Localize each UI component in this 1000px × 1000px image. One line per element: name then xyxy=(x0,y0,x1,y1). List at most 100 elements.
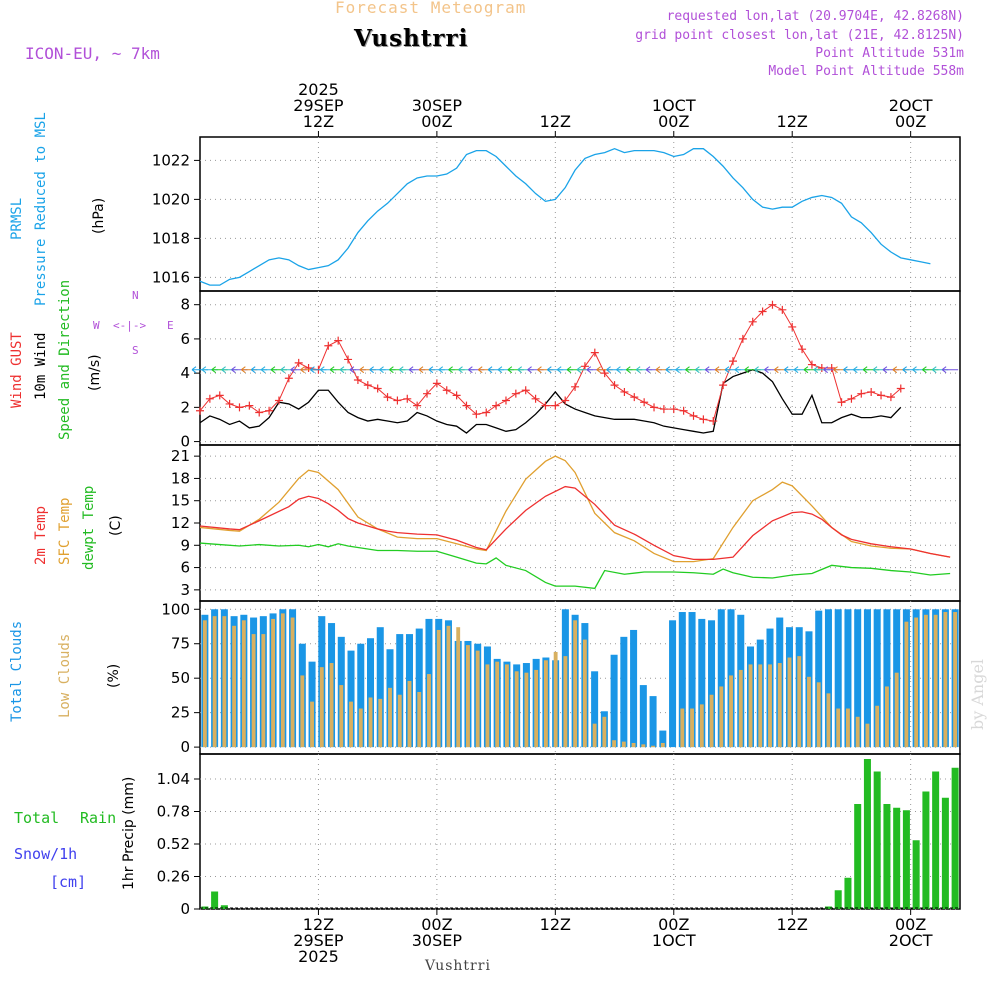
low-clouds-bar xyxy=(466,645,470,748)
t2m-label: 2m Temp xyxy=(33,505,49,565)
gust-marker xyxy=(294,358,303,367)
gust-marker xyxy=(324,341,333,350)
gust-marker xyxy=(896,384,905,393)
pressure-ytick-label: 1020 xyxy=(152,190,190,208)
total-clouds-bar xyxy=(620,636,628,748)
gust-marker xyxy=(245,401,254,410)
gust-marker xyxy=(205,394,214,403)
low-clouds-bar xyxy=(456,627,461,748)
low-clouds-bar xyxy=(300,675,305,748)
total-clouds-bar xyxy=(367,638,375,748)
gust-marker xyxy=(610,381,619,390)
low-clouds-bar xyxy=(417,691,422,748)
low-clouds-bar xyxy=(875,705,880,748)
dewpt-label: dewpt Temp xyxy=(81,485,97,570)
low-clouds-bar xyxy=(495,661,500,748)
gust-marker xyxy=(689,411,698,420)
wind-ytick-label: 4 xyxy=(180,364,190,382)
rain-bar xyxy=(873,771,881,909)
total-clouds-bar xyxy=(824,609,832,748)
bottom-time-label: 29SEP xyxy=(293,931,344,950)
top-time-label: 1OCT xyxy=(652,96,696,115)
gust-marker xyxy=(669,405,678,414)
precip-ytick-label: 0.26 xyxy=(157,868,190,886)
rain-bar xyxy=(922,791,930,909)
compass-north: N xyxy=(132,289,139,302)
gust-marker xyxy=(383,393,392,402)
low-clouds-bar xyxy=(407,680,412,748)
low-clouds-bar xyxy=(514,671,519,748)
gust-marker xyxy=(620,387,629,396)
gust-marker xyxy=(778,305,787,314)
wind-arrow xyxy=(941,366,959,374)
pressure-ytick-label: 1022 xyxy=(152,151,190,169)
low-clouds-bar xyxy=(534,669,539,748)
point-altitude: Point Altitude 531m xyxy=(815,46,964,61)
rain-bar xyxy=(854,804,862,909)
gust-marker xyxy=(531,394,540,403)
sfc-label: SFC Temp xyxy=(57,497,73,565)
rain-bar xyxy=(932,771,940,909)
gust-marker xyxy=(373,384,382,393)
low-clouds-bar xyxy=(339,685,344,748)
top-time-label: 29SEP xyxy=(293,96,344,115)
gust-marker xyxy=(788,322,797,331)
snow-label: Snow/1h xyxy=(14,845,78,863)
precip-ylabel: 1hr Precip (mm) xyxy=(121,776,137,890)
gust-marker xyxy=(334,336,343,345)
rain-bar xyxy=(912,840,920,909)
rain-label: Rain xyxy=(80,809,117,827)
rain-bar xyxy=(824,906,832,909)
total-clouds-bar xyxy=(659,730,667,748)
total-clouds-label: Total Clouds xyxy=(9,620,25,722)
total-clouds-bar xyxy=(883,609,891,748)
footer-location: Vushtrri xyxy=(425,958,491,974)
compass-south: S xyxy=(132,344,139,357)
total-clouds-bar xyxy=(834,609,842,748)
low-clouds-bar xyxy=(660,742,665,748)
low-clouds-bar xyxy=(894,672,899,748)
low-clouds-bar xyxy=(388,687,392,748)
gust-marker xyxy=(403,394,412,403)
gust-label: Wind GUST xyxy=(9,332,25,408)
rain-bar xyxy=(201,906,209,909)
total-clouds-bar xyxy=(873,609,881,748)
clouds-ytick-label: 0 xyxy=(180,738,190,756)
low-clouds-bar xyxy=(475,650,480,748)
low-clouds-bar xyxy=(953,612,958,748)
gust-marker xyxy=(255,408,264,417)
top-time-label: 12Z xyxy=(540,112,571,131)
low-clouds-bar xyxy=(651,745,656,748)
bottom-time-label: 12Z xyxy=(777,915,808,934)
gust-marker xyxy=(501,396,510,405)
gust-marker xyxy=(521,386,530,395)
gust-marker xyxy=(709,417,718,426)
sfc-temp-line xyxy=(199,455,951,563)
top-time-label: 00Z xyxy=(895,112,926,131)
pressure-label-main: PRMSL xyxy=(9,197,25,240)
top-time-label: 12Z xyxy=(777,112,808,131)
low-clouds-bar xyxy=(777,663,782,748)
bottom-time-label: 2025 xyxy=(298,947,339,966)
pressure-unit: (hPa) xyxy=(91,197,107,234)
low-clouds-bar xyxy=(202,620,207,748)
low-clouds-bar xyxy=(748,664,753,748)
low-clouds-bar xyxy=(621,741,626,748)
total-clouds-bar xyxy=(854,609,862,748)
low-clouds-bar xyxy=(212,616,217,748)
low-clouds-bar xyxy=(631,742,636,748)
low-clouds-bar xyxy=(699,704,704,748)
gust-marker xyxy=(867,387,876,396)
total-clouds-bar xyxy=(669,620,677,748)
gust-marker xyxy=(472,410,481,419)
low-clouds-bar xyxy=(904,621,909,748)
total-clouds-bar xyxy=(630,629,638,748)
gust-marker xyxy=(413,401,422,410)
low-clouds-bar xyxy=(787,657,792,748)
low-clouds-bar xyxy=(816,682,821,748)
low-clouds-bar xyxy=(758,664,763,748)
low-clouds-bar xyxy=(933,614,938,748)
rain-bar xyxy=(883,804,891,909)
low-clouds-bar xyxy=(232,625,237,748)
pressure-line xyxy=(199,147,931,286)
